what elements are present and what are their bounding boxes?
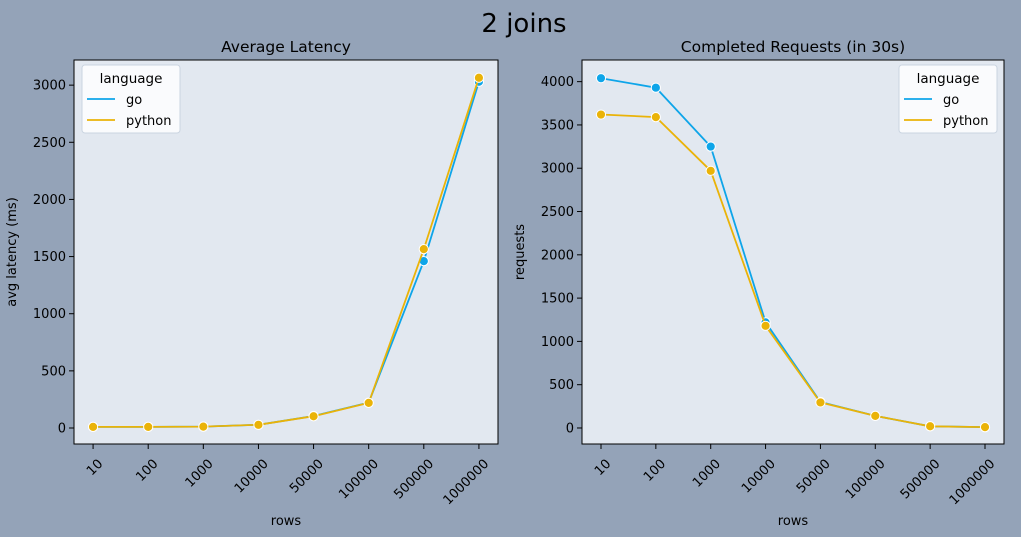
y-tick-label: 1000 bbox=[33, 307, 66, 322]
series-point-python bbox=[815, 397, 826, 408]
series-point-python bbox=[760, 320, 771, 331]
y-tick-label: 2000 bbox=[33, 193, 66, 208]
series-point-python bbox=[308, 411, 319, 422]
y-tick-label: 500 bbox=[41, 364, 66, 379]
legend-label-python: python bbox=[126, 114, 171, 129]
figure-suptitle: 2 joins bbox=[481, 9, 566, 39]
legend-label-python: python bbox=[943, 114, 988, 129]
legend-title: language bbox=[100, 71, 163, 87]
series-point-python bbox=[595, 109, 607, 120]
y-tick-label: 2000 bbox=[541, 248, 574, 263]
y-tick-label: 3000 bbox=[33, 79, 66, 94]
y-axis-label: requests bbox=[513, 224, 528, 280]
y-tick-label: 500 bbox=[549, 378, 574, 393]
series-point-python bbox=[705, 165, 716, 176]
plot-frame bbox=[581, 59, 1005, 445]
y-tick-label: 2500 bbox=[33, 136, 66, 151]
legend-label-go: go bbox=[126, 93, 142, 108]
legend-label-go: go bbox=[943, 93, 959, 108]
chart-title: Average Latency bbox=[221, 38, 351, 56]
y-tick-label: 4000 bbox=[541, 75, 574, 90]
legend-box bbox=[81, 64, 181, 134]
x-axis-label: rows bbox=[778, 514, 809, 529]
x-axis-label: rows bbox=[271, 514, 302, 529]
y-tick-label: 0 bbox=[566, 421, 574, 436]
plot-frame bbox=[73, 59, 499, 445]
series-point-python bbox=[143, 421, 154, 432]
y-tick-label: 1500 bbox=[541, 292, 574, 307]
y-tick-label: 3000 bbox=[541, 162, 574, 177]
series-point-python bbox=[650, 112, 661, 123]
legend-box bbox=[898, 64, 998, 134]
series-line-python bbox=[600, 113, 986, 428]
series-point-go bbox=[650, 82, 661, 93]
y-tick-label: 1000 bbox=[541, 335, 574, 350]
series-point-python bbox=[363, 397, 374, 408]
legend: language go python bbox=[898, 64, 998, 134]
chart-title: Completed Requests (in 30s) bbox=[681, 38, 905, 56]
legend: language go python bbox=[81, 64, 181, 134]
series-point-python bbox=[925, 421, 936, 432]
series-line-python bbox=[93, 77, 480, 428]
y-tick-label: 3500 bbox=[541, 118, 574, 133]
y-tick-label: 2500 bbox=[541, 205, 574, 220]
series-point-python bbox=[979, 422, 991, 433]
legend-title: language bbox=[917, 71, 980, 87]
y-axis-label: avg latency (ms) bbox=[5, 197, 20, 307]
series-point-python bbox=[253, 419, 264, 430]
series-point-python bbox=[198, 421, 209, 432]
series-point-python bbox=[870, 410, 881, 421]
series-point-python bbox=[473, 72, 485, 83]
series-point-python bbox=[87, 421, 99, 432]
y-tick-label: 0 bbox=[58, 422, 66, 437]
series-point-python bbox=[418, 244, 429, 255]
series-point-go bbox=[705, 141, 716, 152]
series-point-go bbox=[595, 73, 607, 84]
y-tick-label: 1500 bbox=[33, 250, 66, 265]
